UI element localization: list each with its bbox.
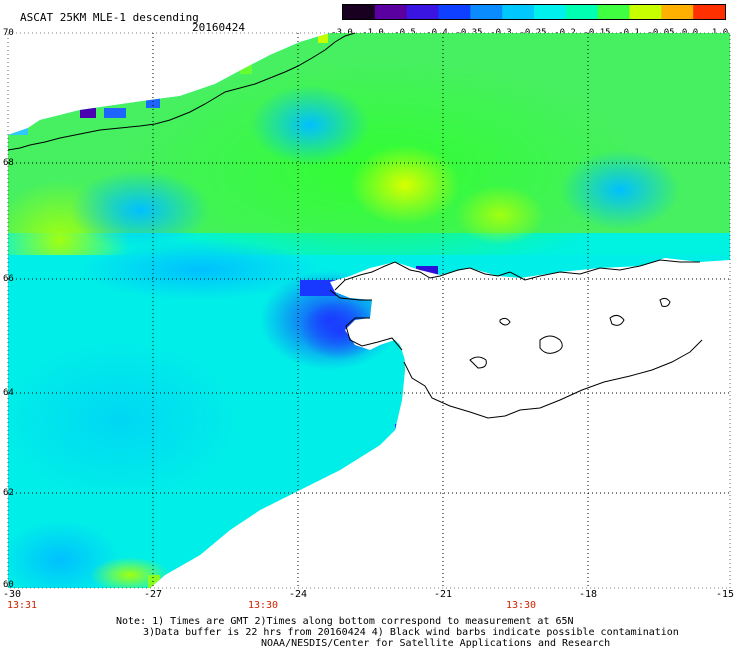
time-label-1: 13:31: [6, 600, 38, 611]
colorbar-segment: [629, 5, 662, 19]
note-line-1: Note: 1) Times are GMT 2)Times along bot…: [116, 616, 574, 627]
lon-label-minus30: -30: [2, 589, 22, 600]
lat-label-68: 68: [3, 158, 14, 168]
inland-lakes: [469, 297, 671, 369]
lat-label-60: 60: [3, 580, 14, 590]
colorbar-segment: [502, 5, 535, 19]
lat-label-62: 62: [3, 488, 14, 498]
colorbar-segment: [661, 5, 694, 19]
colorbar-segment: [343, 5, 376, 19]
lon-label-minus15: -15: [715, 589, 735, 600]
iceland-land: [330, 258, 730, 418]
colorbar-segment: [374, 5, 408, 19]
lon-label-minus27: -27: [143, 589, 163, 600]
note-line-3: NOAA/NESDIS/Center for Satellite Applica…: [261, 638, 611, 649]
colorbar-border: [342, 4, 726, 20]
greenland-coastline: [7, 32, 356, 151]
lat-label-70: 70: [3, 28, 14, 38]
figure-title: ASCAT 25KM MLE-1 descending: [20, 11, 199, 24]
colorbar-segment: [693, 5, 726, 19]
lat-label-64: 64: [3, 388, 14, 398]
time-label-2: 13:30: [247, 600, 279, 611]
colorbar: [342, 4, 726, 20]
figure-date: 20160424: [192, 21, 245, 34]
note-line-2: 3)Data buffer is 22 hrs from 20160424 4)…: [143, 627, 679, 638]
lon-label-minus24: -24: [288, 589, 308, 600]
lon-label-minus18: -18: [578, 589, 598, 600]
colorbar-segment: [565, 5, 599, 19]
colorbar-segment: [438, 5, 471, 19]
colorbar-segment: [597, 5, 630, 19]
plot-frame: [7, 32, 731, 589]
lat-lon-grid: [8, 33, 730, 588]
lon-label-minus21: -21: [433, 589, 453, 600]
time-label-3: 13:30: [505, 600, 537, 611]
iceland-coastline: [329, 259, 703, 419]
colorbar-segment: [534, 5, 567, 19]
lat-label-66: 66: [3, 274, 14, 284]
colorbar-segment: [470, 5, 503, 19]
colorbar-segment: [406, 5, 439, 19]
